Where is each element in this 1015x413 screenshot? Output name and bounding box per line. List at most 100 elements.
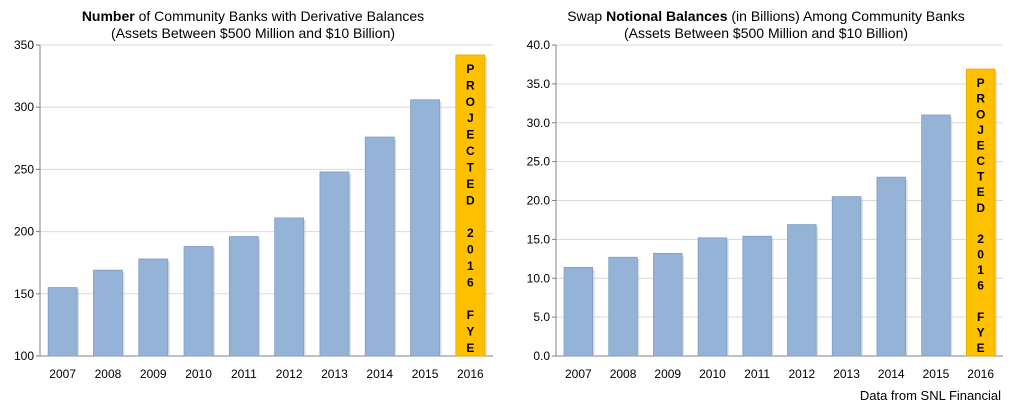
chart-title-bold: Number — [82, 8, 135, 24]
bar-2008 — [608, 256, 638, 357]
projected-label-char: 2 — [977, 232, 984, 246]
chart-title-rest: of Community Banks with Derivative Balan… — [135, 8, 424, 24]
y-tick-label: 300 — [14, 100, 34, 114]
x-tick-label: 2010 — [699, 367, 726, 381]
projected-label-char: 2 — [467, 226, 474, 240]
bar-2013 — [831, 196, 862, 357]
chart-title: Swap Notional Balances (in Billions) Amo… — [567, 8, 965, 24]
x-tick-label: 2011 — [231, 367, 257, 381]
y-tick-label: 40.0 — [527, 38, 551, 52]
y-tick-label: 35.0 — [527, 77, 551, 91]
projected-label-char: E — [466, 128, 474, 142]
y-tick-label: 25.0 — [527, 155, 551, 169]
bar-2007 — [563, 266, 594, 357]
projected-label-char: F — [977, 310, 984, 324]
x-tick-label: 2015 — [923, 367, 950, 381]
projected-label-char: F — [467, 308, 474, 322]
x-tick-label: 2007 — [49, 367, 76, 381]
projected-label-char: T — [977, 170, 985, 184]
bar-2012 — [274, 217, 305, 357]
x-tick-label: 2012 — [276, 367, 303, 381]
source-note: Data from SNL Financial — [859, 388, 1001, 403]
bar-2014 — [364, 136, 395, 357]
projected-label-char: 1 — [467, 259, 474, 273]
bar-2010 — [697, 237, 728, 357]
projected-label-char: R — [466, 78, 475, 92]
chart-1: Number of Community Banks with Derivativ… — [14, 8, 493, 381]
y-tick-label: 250 — [14, 162, 34, 176]
bar-2011 — [742, 235, 772, 357]
x-tick-label: 2014 — [878, 367, 905, 381]
projected-label-char: 0 — [467, 243, 474, 257]
x-tick-label: 2011 — [744, 367, 770, 381]
bar-2009 — [138, 258, 169, 357]
chart-title-pre: Swap — [567, 8, 606, 24]
projected-label-char: 0 — [977, 248, 984, 262]
chart-title: Number of Community Banks with Derivativ… — [82, 8, 424, 24]
x-tick-label: 2015 — [412, 367, 439, 381]
bar-2008 — [93, 269, 123, 357]
bar-2014 — [876, 176, 906, 357]
x-tick-label: 2008 — [610, 367, 637, 381]
projected-label-char: D — [466, 193, 475, 207]
y-tick-label: 20.0 — [527, 194, 551, 208]
chart-title-bold: Notional Balances — [606, 8, 728, 24]
projected-label-char: E — [977, 341, 985, 355]
x-tick-label: 2014 — [366, 367, 393, 381]
bar-2011 — [228, 236, 259, 357]
projected-label-char: T — [467, 160, 475, 174]
projected-label-char: E — [466, 177, 474, 191]
bar-2012 — [787, 224, 817, 357]
x-tick-label: 2007 — [565, 367, 592, 381]
projected-label-char — [469, 292, 472, 306]
x-tick-label: 2013 — [321, 367, 348, 381]
projected-label-char: E — [977, 185, 985, 199]
bar-projected-2016 — [965, 68, 996, 357]
projected-label-char: C — [976, 154, 985, 168]
bar-2015 — [921, 114, 951, 357]
chart-title-rest: (in Billions) Among Community Banks — [727, 8, 964, 24]
projected-label-char: O — [976, 107, 985, 121]
projected-label-char — [979, 216, 982, 230]
y-tick-label: 200 — [14, 225, 34, 239]
projected-label-char: J — [467, 111, 474, 125]
x-tick-label: 2009 — [140, 367, 167, 381]
projected-label-char: E — [466, 341, 474, 355]
chart-subtitle: (Assets Between $500 Million and $10 Bil… — [111, 25, 395, 41]
y-tick-label: 350 — [14, 38, 34, 52]
chart-2: Swap Notional Balances (in Billions) Amo… — [527, 8, 1003, 381]
chart-subtitle: (Assets Between $500 Million and $10 Bil… — [624, 25, 908, 41]
projected-label-char: P — [466, 62, 474, 76]
projected-label-char: Y — [466, 325, 474, 339]
projected-label-char: E — [977, 138, 985, 152]
projected-label-char: O — [466, 95, 475, 109]
projected-label-char: D — [976, 201, 985, 215]
y-tick-label: 0.0 — [533, 349, 550, 363]
x-tick-label: 2008 — [95, 367, 122, 381]
projected-label-char: R — [976, 92, 985, 106]
bar-projected-2016 — [455, 54, 486, 357]
projected-label-char — [979, 294, 982, 308]
projected-label-char: 1 — [977, 263, 984, 277]
projected-label-char — [469, 210, 472, 224]
projected-label-char: P — [977, 76, 985, 90]
projected-label-char: 6 — [977, 279, 984, 293]
y-tick-label: 10.0 — [527, 271, 551, 285]
y-tick-label: 30.0 — [527, 116, 551, 130]
y-tick-label: 100 — [14, 349, 34, 363]
y-tick-label: 150 — [14, 287, 34, 301]
x-tick-label: 2009 — [654, 367, 681, 381]
x-tick-label: 2013 — [833, 367, 860, 381]
bar-2009 — [653, 252, 683, 357]
y-tick-label: 15.0 — [527, 232, 551, 246]
projected-label-char: C — [466, 144, 475, 158]
projected-label-char: J — [977, 123, 984, 137]
projected-label-char: Y — [977, 325, 985, 339]
bar-2010 — [183, 246, 214, 357]
x-tick-label: 2016 — [967, 367, 994, 381]
projected-label-char: 6 — [467, 275, 474, 289]
